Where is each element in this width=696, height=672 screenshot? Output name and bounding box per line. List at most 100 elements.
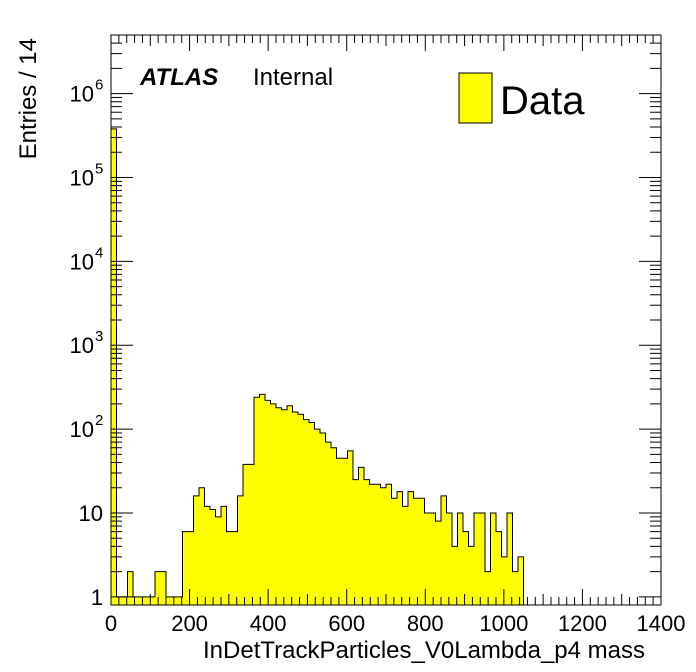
histogram-bar bbox=[155, 571, 161, 605]
atlas-internal-label: Internal bbox=[253, 64, 333, 91]
histogram-bar bbox=[408, 491, 414, 605]
legend-swatch-data bbox=[458, 72, 493, 124]
histogram-bar bbox=[424, 512, 431, 605]
histogram-bar bbox=[259, 394, 266, 605]
histogram-bar bbox=[468, 546, 475, 605]
histogram-bar bbox=[342, 458, 348, 605]
y-axis-ticks bbox=[111, 34, 661, 598]
histogram-bar bbox=[188, 531, 194, 605]
histogram-bar bbox=[397, 491, 403, 605]
histogram-bar bbox=[116, 596, 123, 605]
histogram-bar bbox=[435, 521, 442, 605]
y-tick-label: 10 bbox=[70, 166, 94, 191]
histogram-bar bbox=[122, 596, 128, 605]
histogram-bar bbox=[402, 506, 409, 605]
histogram-bar bbox=[210, 509, 216, 605]
histogram-bar bbox=[171, 596, 178, 605]
y-tick-label: 10 bbox=[70, 333, 94, 358]
x-tick-label: 1000 bbox=[479, 611, 528, 636]
x-tick-label: 600 bbox=[328, 611, 365, 636]
histogram-bar bbox=[243, 464, 249, 605]
histogram-bar bbox=[320, 432, 326, 605]
histogram-bar bbox=[193, 495, 200, 605]
histogram-bar bbox=[358, 467, 365, 605]
histogram-bar bbox=[177, 596, 183, 605]
histogram-bar bbox=[226, 531, 233, 605]
y-tick-label-exponent: 5 bbox=[95, 161, 103, 178]
y-tick-label-exponent: 2 bbox=[95, 412, 103, 429]
histogram-bar bbox=[369, 484, 376, 605]
histogram-bar bbox=[215, 516, 222, 605]
x-tick-label: 1400 bbox=[637, 611, 686, 636]
histogram-bar bbox=[331, 447, 337, 605]
histogram-bar bbox=[265, 400, 271, 605]
histogram-bar bbox=[391, 498, 398, 605]
y-tick-label-exponent: 3 bbox=[95, 328, 103, 345]
legend-entry-data: Data bbox=[500, 79, 585, 123]
histogram-bar bbox=[276, 407, 282, 605]
x-tick-label: 0 bbox=[105, 611, 117, 636]
histogram-bar bbox=[430, 512, 436, 605]
histogram-bar bbox=[452, 546, 458, 605]
y-tick-label: 10 bbox=[70, 417, 94, 442]
histogram-bar bbox=[287, 405, 293, 605]
histogram-bar bbox=[182, 531, 189, 605]
histogram-bar bbox=[199, 487, 205, 605]
histogram-bar bbox=[419, 498, 425, 605]
histogram-bar bbox=[507, 512, 513, 605]
histogram-bar bbox=[248, 464, 255, 605]
histogram-bar bbox=[292, 412, 299, 605]
histogram-bar bbox=[221, 506, 227, 605]
atlas-label: ATLAS bbox=[139, 64, 218, 91]
y-axis-label: Entries / 14 bbox=[15, 38, 42, 159]
x-axis-label: InDetTrackParticles_V0Lambda_p4 mass bbox=[203, 637, 645, 664]
histogram-bar bbox=[298, 414, 304, 605]
y-tick-label-exponent: 4 bbox=[95, 244, 103, 261]
histogram-bar bbox=[474, 512, 480, 605]
y-tick-label: 1 bbox=[91, 585, 103, 610]
y-tick-label: 10 bbox=[70, 249, 94, 274]
x-tick-label: 1200 bbox=[558, 611, 607, 636]
histogram-bar bbox=[512, 571, 519, 605]
histogram-bar bbox=[501, 556, 508, 605]
histogram-bar bbox=[325, 442, 332, 605]
histogram-bar bbox=[479, 512, 486, 605]
histogram-bar bbox=[111, 128, 117, 605]
histogram-bar bbox=[375, 484, 381, 605]
histogram-bar bbox=[303, 419, 310, 605]
x-tick-label: 800 bbox=[407, 611, 444, 636]
histogram-bar bbox=[457, 512, 464, 605]
histogram-bar bbox=[138, 596, 145, 605]
histogram-bar bbox=[496, 531, 502, 605]
histogram-bar bbox=[441, 495, 447, 605]
histogram-bar bbox=[446, 512, 453, 605]
histogram-bar bbox=[413, 498, 420, 605]
histogram-bar bbox=[166, 596, 172, 605]
x-axis-tick-labels: 0 200 400 600 800 1000 1200 1400 bbox=[105, 611, 686, 636]
y-tick-label-exponent: 6 bbox=[95, 77, 103, 94]
histogram-bar bbox=[237, 495, 244, 605]
histogram-bar bbox=[353, 479, 359, 605]
histogram-bar bbox=[204, 506, 211, 605]
histogram-bar bbox=[386, 484, 392, 605]
histogram-bar bbox=[314, 429, 321, 605]
histogram-bar bbox=[336, 458, 343, 605]
histogram-bar bbox=[270, 403, 277, 605]
histogram-bar bbox=[347, 450, 354, 605]
histogram-bar bbox=[463, 531, 469, 605]
x-axis-ticks bbox=[110, 35, 662, 605]
y-tick-label: 10 bbox=[79, 501, 103, 526]
histogram-bar bbox=[160, 571, 167, 605]
y-tick-label: 10 bbox=[70, 82, 94, 107]
histogram-bar bbox=[364, 479, 370, 605]
histogram-outline bbox=[110, 128, 529, 606]
histogram-bar bbox=[144, 596, 150, 605]
legend: Data bbox=[458, 72, 585, 124]
histogram-bar bbox=[518, 556, 524, 605]
histogram-series-data bbox=[110, 128, 529, 606]
x-tick-label: 200 bbox=[171, 611, 208, 636]
histogram-bar bbox=[380, 487, 387, 605]
x-tick-label: 400 bbox=[250, 611, 287, 636]
